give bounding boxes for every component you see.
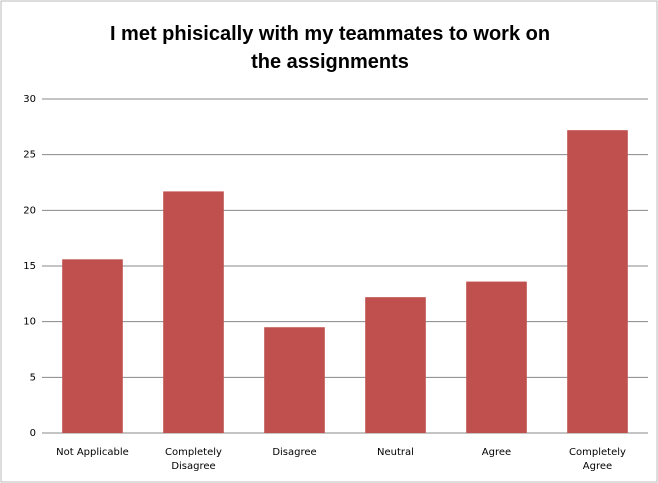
y-tick-label: 10 (23, 317, 36, 328)
bar (264, 327, 325, 433)
y-tick-label: 5 (30, 372, 36, 383)
y-tick-label: 0 (30, 428, 36, 439)
x-tick-label: Completely Disagree (165, 447, 222, 472)
chart-title: I met phisically with my teammates to wo… (109, 23, 551, 73)
y-tick-label: 20 (23, 205, 36, 216)
y-tick-label: 15 (23, 261, 36, 272)
x-tick-label: Neutral (377, 447, 414, 458)
bar (365, 297, 426, 433)
bar (567, 130, 628, 433)
x-tick-label: Completely Agree (569, 447, 626, 472)
y-tick-label: 25 (23, 150, 36, 161)
x-tick-label: Not Applicable (56, 447, 129, 458)
y-tick-label: 30 (23, 94, 36, 105)
bar (466, 281, 527, 433)
x-tick-label: Agree (481, 447, 512, 458)
bar (62, 259, 123, 433)
bar (163, 191, 224, 433)
x-tick-label: Disagree (272, 447, 317, 458)
